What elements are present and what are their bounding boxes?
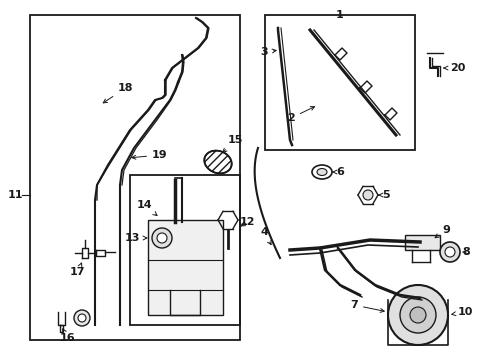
Text: 1: 1 xyxy=(336,10,344,20)
Ellipse shape xyxy=(317,168,327,176)
Text: 13: 13 xyxy=(124,233,147,243)
Text: 3: 3 xyxy=(260,47,276,57)
Bar xyxy=(148,220,223,315)
Circle shape xyxy=(440,242,460,262)
Text: 10: 10 xyxy=(452,307,473,317)
Ellipse shape xyxy=(312,165,332,179)
Text: 12: 12 xyxy=(240,217,255,227)
Ellipse shape xyxy=(204,150,232,174)
Text: 4: 4 xyxy=(260,227,271,245)
Bar xyxy=(130,175,240,325)
Circle shape xyxy=(410,307,426,323)
Bar xyxy=(30,15,240,340)
Circle shape xyxy=(445,247,455,257)
Text: 14: 14 xyxy=(136,200,157,216)
Text: 2: 2 xyxy=(287,107,315,123)
Text: 6: 6 xyxy=(333,167,344,177)
Text: 18: 18 xyxy=(103,83,133,103)
Bar xyxy=(405,235,440,250)
Circle shape xyxy=(74,310,90,326)
Text: 15: 15 xyxy=(223,135,244,152)
Circle shape xyxy=(400,297,436,333)
Text: 9: 9 xyxy=(435,225,450,238)
Circle shape xyxy=(152,228,172,248)
Text: 5: 5 xyxy=(379,190,390,200)
Text: 11: 11 xyxy=(8,190,24,200)
Text: 17: 17 xyxy=(70,263,85,277)
Text: 20: 20 xyxy=(444,63,465,73)
Circle shape xyxy=(157,233,167,243)
Text: 19: 19 xyxy=(132,150,168,160)
Text: 7: 7 xyxy=(350,300,384,312)
Text: 8: 8 xyxy=(462,247,470,257)
Text: 16: 16 xyxy=(60,329,75,343)
Circle shape xyxy=(363,190,373,200)
Bar xyxy=(265,15,415,150)
Circle shape xyxy=(388,285,448,345)
Circle shape xyxy=(78,314,86,322)
